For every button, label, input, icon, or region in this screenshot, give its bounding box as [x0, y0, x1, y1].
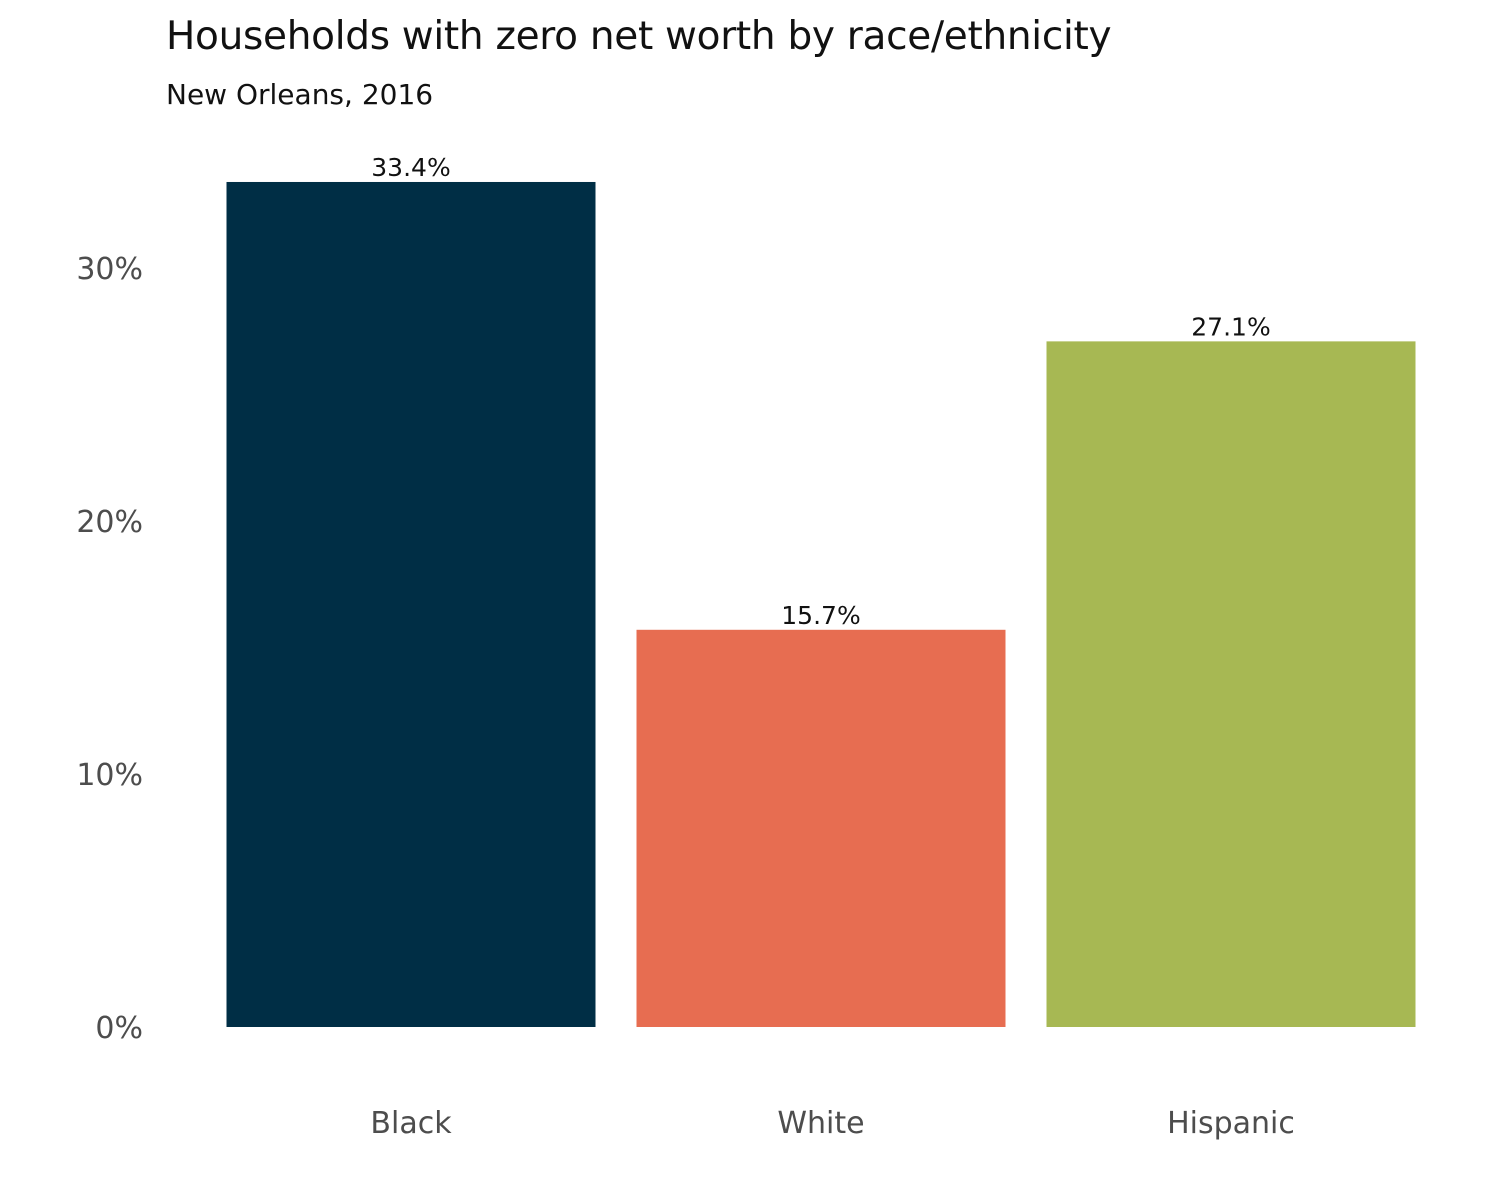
data-labels: 33.4% 15.7% 27.1%: [371, 153, 1270, 630]
y-axis: 0% 10% 20% 30%: [76, 252, 143, 1046]
y-tick-label: 20%: [76, 505, 143, 540]
data-label-black: 33.4%: [371, 153, 450, 182]
y-tick-label: 30%: [76, 252, 143, 287]
x-tick-label-hispanic: Hispanic: [1167, 1106, 1295, 1141]
y-tick-label: 0%: [95, 1011, 143, 1046]
bars: [226, 181, 1416, 1028]
data-label-white: 15.7%: [781, 601, 860, 630]
chart-subtitle: New Orleans, 2016: [166, 78, 434, 111]
y-tick-label: 10%: [76, 758, 143, 793]
bar-hispanic: [1046, 341, 1416, 1027]
data-label-hispanic: 27.1%: [1191, 312, 1270, 341]
x-axis: Black White Hispanic: [370, 1106, 1294, 1141]
x-tick-label-black: Black: [370, 1106, 452, 1141]
chart-title: Households with zero net worth by race/e…: [166, 14, 1112, 59]
bar-black: [226, 181, 596, 1028]
bar-white: [636, 629, 1006, 1027]
x-tick-label-white: White: [777, 1106, 864, 1141]
